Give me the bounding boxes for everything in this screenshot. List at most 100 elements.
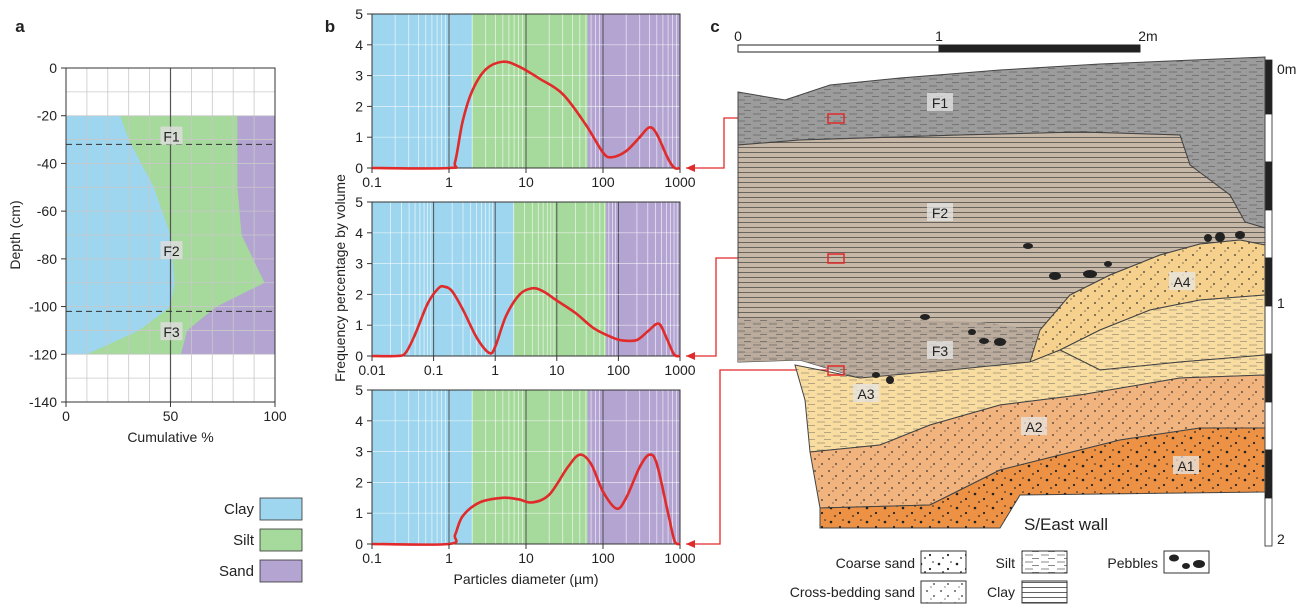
layer-F1-texture	[738, 57, 1265, 228]
y-tick-label: -100	[29, 299, 57, 315]
legend-label: Clay	[224, 501, 255, 518]
depth-bar-segment	[1264, 113, 1273, 163]
x-tick-label: 0.01	[358, 362, 385, 378]
y-tick-label: -140	[29, 394, 57, 410]
grain-size-plot-1: 0 1 2 3 4 5 0.1 1 10 100 1000	[355, 6, 696, 190]
y-tick-label: 0	[355, 348, 363, 364]
y-tick-label: 0	[49, 60, 57, 76]
scale-bar-white	[737, 44, 940, 53]
x-tick-label: 100	[263, 408, 287, 424]
plot-frame	[371, 201, 681, 357]
depth-label: 2	[1277, 531, 1285, 547]
x-tick-label: 1000	[664, 550, 695, 566]
x-tick-label: 10	[518, 550, 534, 566]
legend-label: Sand	[219, 563, 254, 580]
x-tick-label: 0.1	[362, 550, 382, 566]
legend-coarse-label: Coarse sand	[836, 555, 915, 571]
pebble	[1235, 231, 1245, 239]
pebble	[1023, 243, 1033, 249]
layer-A4-texture	[1030, 240, 1265, 362]
layer-F2-texture	[738, 132, 1265, 378]
x-tick-label: 50	[163, 408, 179, 424]
pebble	[886, 376, 894, 384]
legend-swatch	[259, 559, 303, 583]
legend-swatch	[259, 528, 303, 552]
depth-label: 0m	[1277, 61, 1296, 77]
panel-c: c 0 1 2m 0m 1 2 F1 F2 F3 A4 A3 A2 A1 S/East wall Coarse…	[710, 17, 1296, 604]
panel-a: a 0 -20 -40 -60 -80 -100 -120 -140 0 50 100 Cumulati…	[7, 17, 303, 583]
x-tick-label: 100	[591, 550, 615, 566]
y-tick-label: 3	[355, 68, 363, 84]
layer-F3-texture	[738, 318, 1040, 378]
fraction-band	[606, 202, 680, 356]
y-tick-label: -120	[29, 346, 57, 362]
scale-bar-black	[938, 44, 1141, 53]
x-tick-label: 0.1	[362, 174, 382, 190]
fraction-band	[372, 202, 514, 356]
unit-label-bg	[927, 341, 953, 359]
frequency-curve	[371, 453, 681, 546]
depth-bar-segment	[1264, 305, 1273, 355]
y-tick-label: 3	[355, 444, 363, 460]
x-tick-label: 1	[445, 550, 453, 566]
sample-box	[827, 365, 845, 376]
sample-box	[827, 253, 845, 264]
pebble	[872, 372, 880, 378]
y-tick-label: 2	[355, 98, 363, 114]
y-axis-label: Depth (cm)	[7, 200, 23, 269]
pebble	[1215, 232, 1225, 242]
unit-label: A1	[1177, 458, 1194, 474]
layer-label: F2	[163, 243, 180, 259]
legend-cross-label: Cross-bedding sand	[790, 584, 915, 600]
depth-bar-segment	[1264, 161, 1273, 211]
x-tick-label: 0	[62, 408, 70, 424]
pebble	[1169, 554, 1179, 562]
y-tick-label: 2	[355, 474, 363, 490]
connector-arrow	[686, 540, 695, 548]
legend-label: Silt	[233, 532, 255, 549]
pebble	[920, 314, 930, 320]
frequency-curve	[371, 284, 681, 358]
unit-label-bg	[853, 384, 879, 402]
y-tick-label: 5	[355, 6, 363, 22]
depth-bar-segment	[1264, 209, 1273, 259]
connector-arrow	[686, 352, 695, 360]
legend-clay-label: Clay	[987, 584, 1015, 600]
depth-bar-segment	[1264, 59, 1273, 115]
depth-bar-segment	[1264, 401, 1273, 451]
fraction-band	[587, 390, 680, 544]
legend-swatch	[259, 497, 303, 521]
pebble	[1083, 270, 1097, 278]
unit-label-bg	[1021, 417, 1047, 435]
depth-bar-segment	[1264, 353, 1273, 403]
panel-label-c: c	[710, 17, 719, 36]
layer-A2-texture	[810, 375, 1265, 508]
fraction-band	[513, 202, 607, 356]
scale-label: 2m	[1138, 28, 1157, 44]
unit-label-bg	[1173, 456, 1199, 474]
x-axis-label: Particles diameter (µm)	[454, 571, 599, 587]
unit-label-bg	[927, 203, 953, 221]
pebble	[1182, 563, 1190, 569]
panel-label-a: a	[15, 17, 25, 36]
x-tick-label: 1000	[664, 362, 695, 378]
layer-label-bg	[160, 241, 183, 260]
frequency-curve	[371, 60, 681, 170]
x-tick-label: 0.1	[424, 362, 444, 378]
pebble	[968, 329, 976, 335]
layer-label-bg	[160, 126, 183, 145]
pebble	[994, 338, 1006, 346]
fraction-band	[372, 14, 473, 168]
y-tick-label: 4	[355, 413, 363, 429]
x-tick-label: 1000	[664, 174, 695, 190]
unit-label: A4	[1173, 274, 1190, 290]
y-tick-label: 1	[355, 129, 363, 145]
x-tick-label: 10	[549, 362, 565, 378]
pebble	[1204, 234, 1212, 242]
x-tick-label: 1	[491, 362, 499, 378]
layer-label: F3	[163, 324, 180, 340]
layer-A4-lower-texture	[1060, 295, 1265, 370]
x-tick-label: 100	[591, 174, 615, 190]
